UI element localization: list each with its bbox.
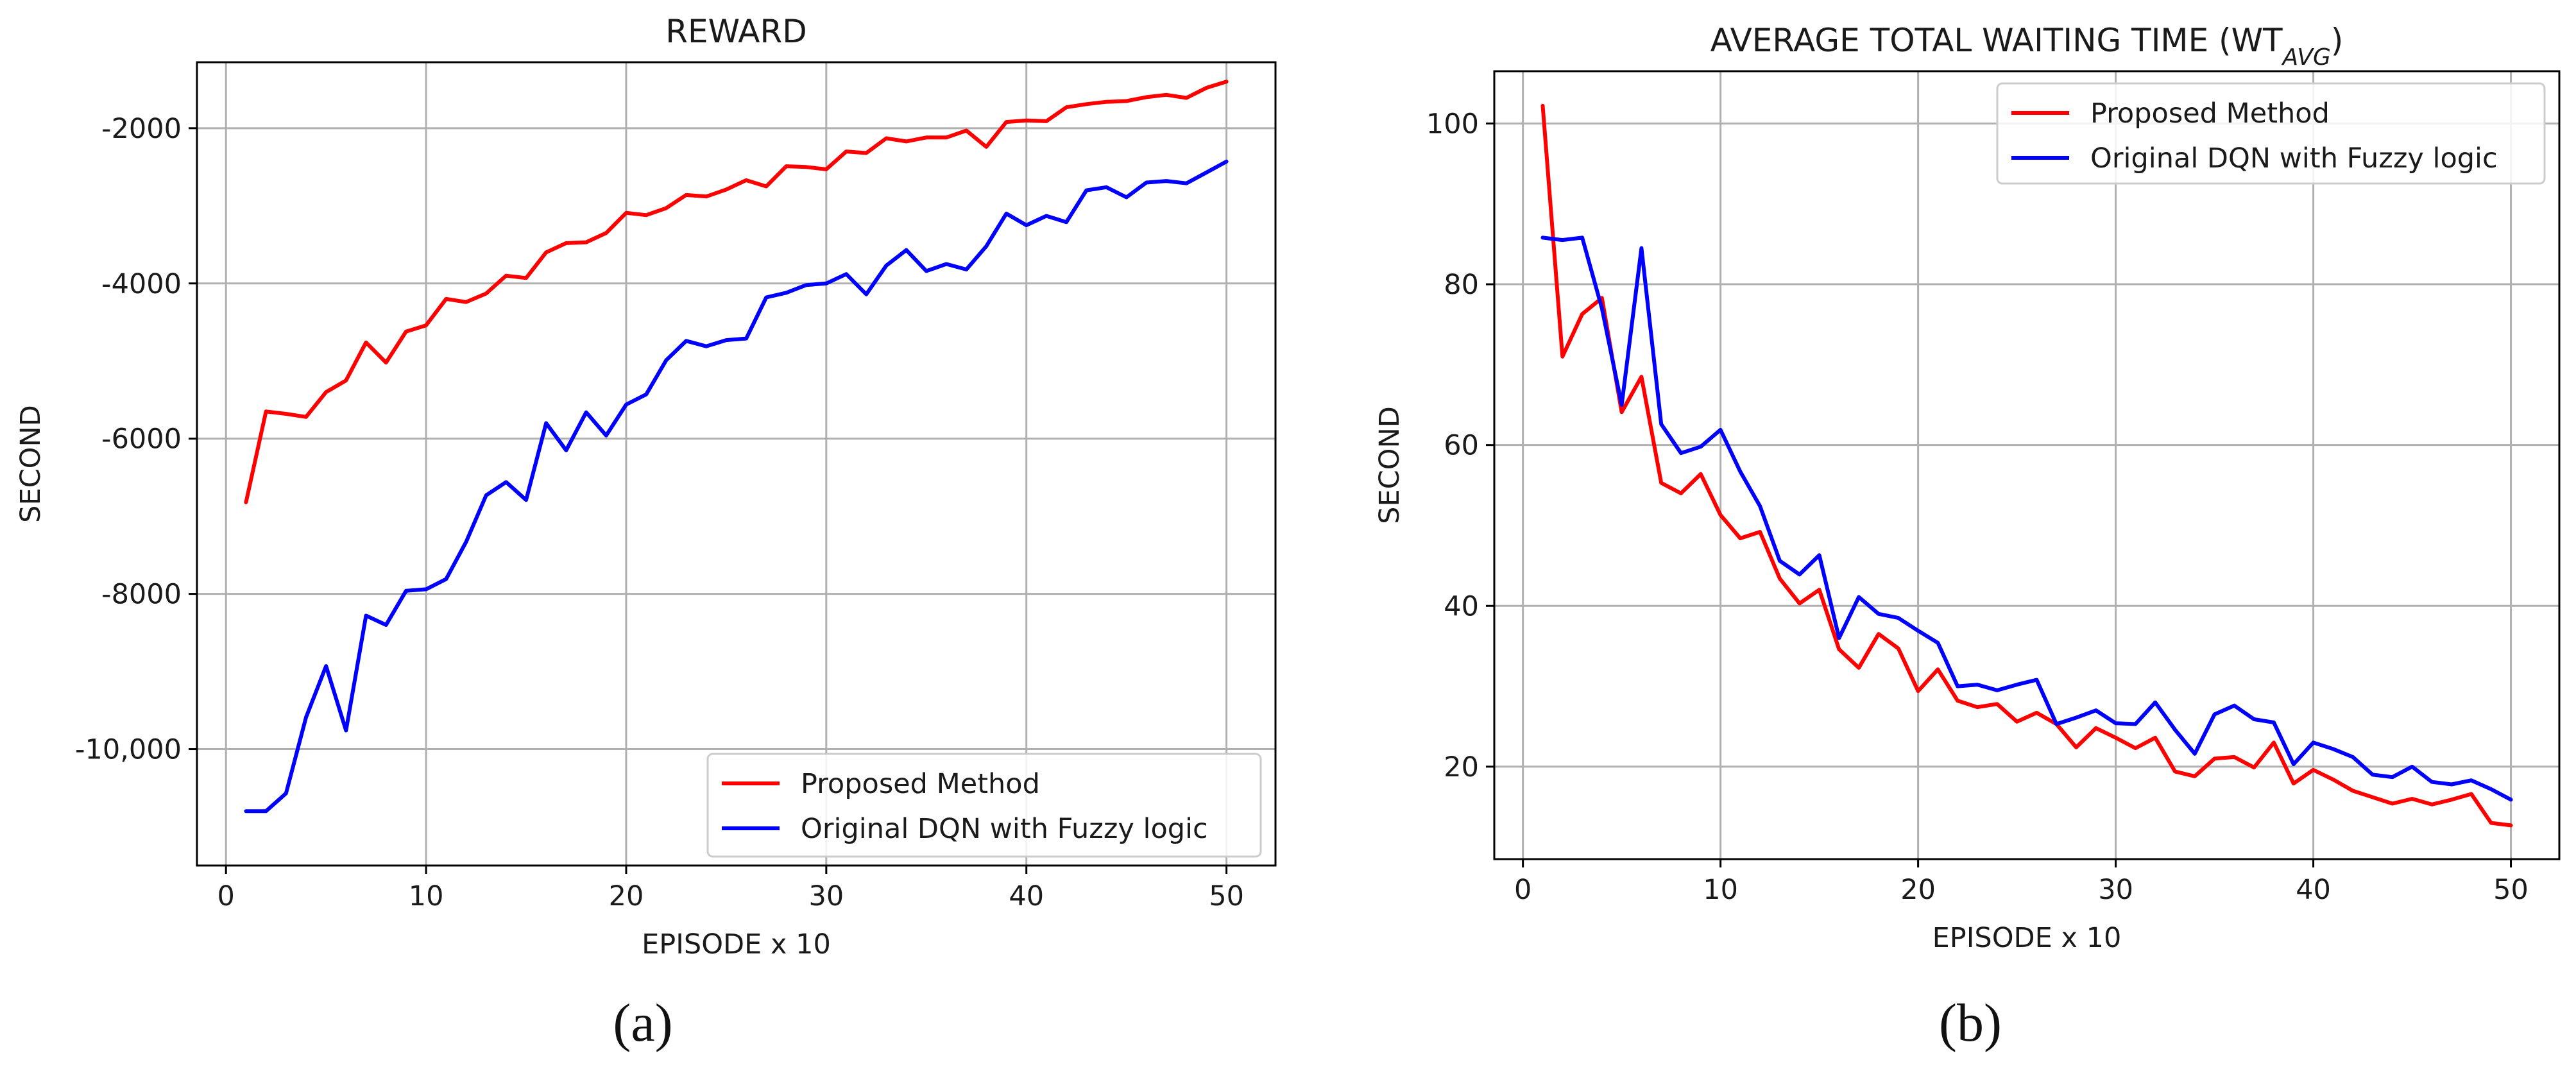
waiting-time-legend-box: [1996, 82, 2546, 185]
waiting-time-y-tick-label: 100: [1426, 108, 1479, 140]
waiting-time-y-tick-label: 40: [1444, 590, 1479, 622]
waiting-time-y-tick-label: 20: [1444, 751, 1479, 783]
waiting-time-series: [1540, 103, 2513, 828]
reward-plot-frame: [196, 61, 1277, 867]
waiting-time-chart-title: AVERAGE TOTAL WAITING TIME (WTAVG): [1710, 22, 2344, 71]
waiting-time-legend-label: Original DQN with Fuzzy logic: [2090, 142, 2498, 175]
waiting-time-x-tick-label: 20: [1900, 874, 1936, 906]
reward-chart: 0 10 20 30 40 50 -10,000 -8000 -6000 -4000 -2000 R…: [15, 13, 1277, 1053]
reward-x-axis-label: EPISODE x 10: [642, 928, 831, 960]
waiting-time-title-main: AVERAGE TOTAL WAITING TIME (WT: [1710, 22, 2283, 59]
reward-y-tick-label: -10,000: [75, 734, 182, 766]
reward-y-tick-label: -2000: [101, 113, 182, 145]
waiting-time-series-line-proposed-method: [1540, 103, 2513, 828]
reward-series-line-original-dqn: [244, 159, 1229, 814]
waiting-time-plot-frame: [1493, 70, 2561, 860]
waiting-time-x-tick-label: 30: [2098, 874, 2133, 906]
reward-x-tick-label: 30: [808, 880, 844, 912]
reward-series: [244, 80, 1229, 814]
reward-chart-title: REWARD: [665, 13, 806, 50]
waiting-time-y-axis-label: SECOND: [1374, 406, 1406, 524]
waiting-time-x-tick-label: 0: [1514, 874, 1531, 906]
waiting-time-caption: (b): [1939, 993, 2002, 1053]
reward-caption: (a): [613, 993, 672, 1053]
reward-x-tick-label: 20: [609, 880, 644, 912]
reward-series-line-proposed-method: [244, 80, 1229, 504]
reward-legend-label: Proposed Method: [801, 768, 1040, 800]
reward-y-tick-label: -4000: [101, 268, 182, 300]
reward-y-tick-label: -6000: [101, 423, 182, 456]
reward-legend-label: Original DQN with Fuzzy logic: [801, 813, 1208, 845]
waiting-time-y-tick-label: 80: [1444, 269, 1479, 301]
waiting-time-ticks: 0 10 20 30 40 50 20 40 60 80 100: [1426, 108, 2529, 906]
waiting-time-x-tick-label: 10: [1703, 874, 1738, 906]
waiting-time-legend-label: Proposed Method: [2090, 98, 2330, 130]
waiting-time-chart: 0 10 20 30 40 50 20 40 60 80 100 AVERAGE TOTAL WAI…: [1374, 22, 2561, 1053]
waiting-time-y-tick-label: 60: [1444, 430, 1479, 462]
reward-x-tick-label: 40: [1009, 880, 1044, 912]
waiting-time-x-tick-label: 50: [2493, 874, 2529, 906]
reward-legend-box: [706, 753, 1262, 858]
waiting-time-legend: Proposed Method Original DQN with Fuzzy l…: [1996, 82, 2546, 185]
waiting-time-title-subscript: AVG: [2282, 44, 2331, 71]
waiting-time-x-tick-label: 40: [2296, 874, 2331, 906]
reward-legend: Proposed Method Original DQN with Fuzzy l…: [706, 753, 1262, 858]
reward-y-axis-label: SECOND: [15, 405, 47, 523]
waiting-time-series-line-original-dqn: [1540, 235, 2513, 802]
reward-grid: [197, 62, 1275, 866]
reward-ticks: 0 10 20 30 40 50 -10,000 -8000 -6000 -4000 -2000: [75, 113, 1244, 912]
waiting-time-title-suffix: ): [2331, 22, 2344, 59]
reward-x-tick-label: 0: [218, 880, 235, 912]
waiting-time-x-axis-label: EPISODE x 10: [1932, 922, 2122, 954]
reward-y-tick-label: -8000: [101, 579, 182, 611]
reward-x-tick-label: 50: [1209, 880, 1244, 912]
reward-x-tick-label: 10: [409, 880, 444, 912]
